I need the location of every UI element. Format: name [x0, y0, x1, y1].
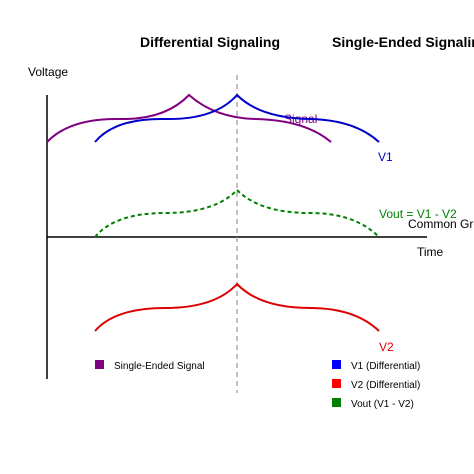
- legend-swatch-single-ended: [95, 360, 104, 369]
- ground-label: Common Ground: [408, 217, 474, 231]
- y-axis-label: Voltage: [28, 65, 68, 79]
- legend-label-single-ended: Single-Ended Signal: [114, 361, 205, 372]
- differential-title: Differential Signaling: [140, 34, 280, 50]
- legend-swatch-vout: [332, 398, 341, 407]
- vout-label: Vout = V1 - V2: [379, 207, 457, 221]
- vout-curve: [94, 188, 380, 238]
- legend-label-v2: V2 (Differential): [351, 380, 420, 391]
- v2-curve: [94, 282, 380, 332]
- legend-swatch-v2: [332, 379, 341, 388]
- v2-label: V2: [379, 340, 394, 354]
- x-axis-label: Time: [417, 245, 444, 259]
- legend-label-v1: V1 (Differential): [351, 361, 420, 372]
- v1-curve: [94, 93, 380, 143]
- legend-swatch-v1: [332, 360, 341, 369]
- single-ended-title: Single-Ended Signaling: [332, 34, 474, 50]
- legend-label-vout: Vout (V1 - V2): [351, 399, 414, 410]
- v1-label: V1: [378, 150, 393, 164]
- single-ended-signal-curve: [46, 93, 332, 143]
